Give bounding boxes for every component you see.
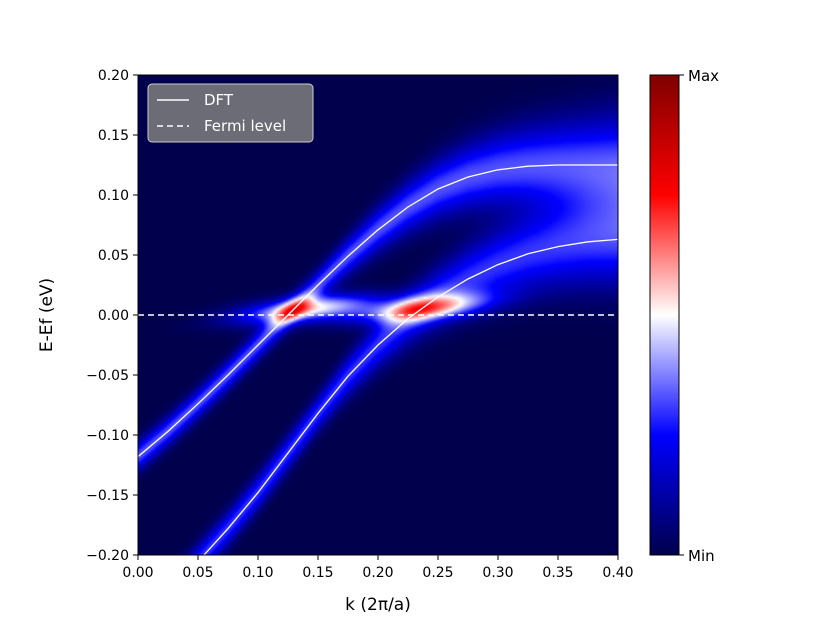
y-tick-label: −0.10: [86, 428, 129, 444]
x-axis-ticks: 0.00 0.05 0.10 0.15 0.20 0.25 0.30 0.35 0.40: [122, 555, 634, 581]
y-axis-ticks: 0.20 0.15 0.10 0.05 0.00 −0.05 −0.10 −0.15 −0.20: [86, 68, 138, 564]
y-tick-label: −0.05: [86, 368, 129, 384]
dft-band-line-1: [138, 164, 618, 458]
legend: DFT Fermi level: [147, 83, 314, 143]
x-tick-label: 0.00: [122, 565, 153, 581]
plot-area: [138, 75, 618, 555]
colorbar-min-label: Min: [688, 547, 715, 565]
y-tick-label: 0.15: [98, 128, 129, 144]
y-tick-label: −0.15: [86, 488, 129, 504]
dft-band-line-2: [203, 238, 618, 555]
y-tick-label: 0.00: [98, 308, 129, 324]
x-tick-label: 0.20: [362, 565, 393, 581]
y-tick-label: −0.20: [86, 548, 129, 564]
legend-box: [147, 83, 314, 143]
x-tick-label: 0.35: [542, 565, 573, 581]
x-axis-label: k (2π/a): [345, 595, 411, 615]
x-tick-label: 0.25: [422, 565, 453, 581]
colorbar-gradient: [649, 74, 680, 556]
x-tick-label: 0.30: [482, 565, 513, 581]
x-tick-label: 0.05: [182, 565, 213, 581]
dft-bands: [138, 164, 618, 555]
colorbar: Max Min: [649, 67, 719, 565]
x-tick-label: 0.40: [602, 565, 633, 581]
legend-fermi-label: Fermi level: [204, 117, 286, 135]
legend-dft-label: DFT: [204, 91, 234, 109]
y-axis-label: E-Ef (eV): [37, 278, 57, 352]
y-tick-label: 0.20: [98, 68, 129, 84]
x-tick-label: 0.15: [302, 565, 333, 581]
y-tick-label: 0.10: [98, 188, 129, 204]
colorbar-max-label: Max: [688, 67, 719, 85]
x-tick-label: 0.10: [242, 565, 273, 581]
y-tick-label: 0.05: [98, 248, 129, 264]
